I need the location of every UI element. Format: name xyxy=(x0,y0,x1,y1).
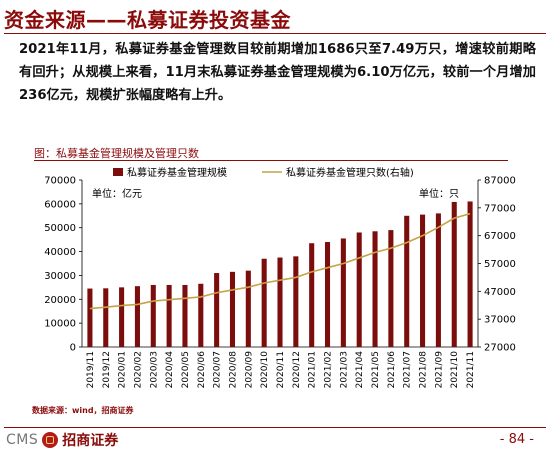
footer-divider xyxy=(4,427,546,428)
x-tick-label: 2021/08 xyxy=(419,351,429,389)
bar xyxy=(214,273,220,347)
bar xyxy=(182,284,188,347)
right-tick-label: 37000 xyxy=(484,315,516,326)
summary-paragraph: 2021年11月，私募证券基金管理数目较前期增加1686只至7.49万只，增速较… xyxy=(19,42,536,103)
count-line xyxy=(89,212,471,310)
x-tick-label: 2021/05 xyxy=(371,351,381,388)
bar xyxy=(324,242,331,347)
x-tick-label: 2019/11 xyxy=(86,351,96,388)
left-tick-label: 40000 xyxy=(44,247,76,258)
x-tick-label: 2020/09 xyxy=(244,351,254,389)
x-tick-label: 2020/11 xyxy=(276,351,286,388)
bar xyxy=(356,232,362,347)
right-tick-label: 77000 xyxy=(484,203,516,214)
left-tick-label: 60000 xyxy=(44,199,76,210)
right-axis-unit: 单位：只 xyxy=(419,187,459,200)
x-tick-label: 2020/12 xyxy=(292,351,302,388)
bar xyxy=(119,287,125,347)
bar xyxy=(166,284,172,347)
right-tick-label: 47000 xyxy=(484,287,516,298)
bar xyxy=(134,286,140,347)
left-tick-label: 30000 xyxy=(44,271,76,282)
left-tick-label: 50000 xyxy=(44,223,76,234)
x-tick-label: 2020/06 xyxy=(197,351,207,389)
legend-bar-label: 私募证券基金管理规模 xyxy=(127,166,227,179)
x-tick-label: 2020/01 xyxy=(118,351,128,388)
brand-logo: CMS 招商证券 xyxy=(6,430,118,450)
x-tick-label: 2020/03 xyxy=(149,351,159,388)
x-tick-label: 2021/02 xyxy=(324,351,334,388)
logo-mark-icon xyxy=(42,432,59,448)
chart-axes: 0 10000 20000 30000 40000 50000 60000 70000 2700… xyxy=(44,176,516,389)
chart-title: 图：私募基金管理规模及管理只数 xyxy=(34,147,199,160)
page-title: 资金来源——私募证券投资基金 xyxy=(4,8,291,32)
title-divider xyxy=(4,33,546,34)
x-tick-label: 2020/05 xyxy=(181,351,191,388)
bar xyxy=(229,271,236,347)
bar xyxy=(277,257,283,347)
right-tick-label: 27000 xyxy=(484,343,516,354)
left-tick-label: 70000 xyxy=(44,176,76,187)
x-tick-label: 2021/09 xyxy=(434,351,444,389)
x-tick-label: 2020/07 xyxy=(213,351,223,388)
bar xyxy=(404,215,410,347)
x-tick-label: 2020/02 xyxy=(133,351,143,388)
bar xyxy=(245,270,251,347)
x-tick-label: 2020/04 xyxy=(165,351,175,389)
x-tick-label: 2021/04 xyxy=(355,351,365,389)
right-tick-label: 57000 xyxy=(484,259,516,270)
right-tick-label: 87000 xyxy=(484,176,516,187)
bar xyxy=(87,288,93,347)
x-tick-label: 2021/10 xyxy=(450,351,460,389)
logo-cms-text: CMS xyxy=(6,432,39,448)
bar xyxy=(372,231,378,347)
bar xyxy=(388,230,394,347)
left-tick-label: 20000 xyxy=(44,295,76,306)
chart-legend: 私募证券基金管理规模 私募证券基金管理只数(右轴) xyxy=(113,166,414,179)
x-tick-label: 2021/07 xyxy=(403,351,413,388)
bar xyxy=(150,284,156,347)
bar-series xyxy=(87,201,473,347)
legend-line-label: 私募证券基金管理只数(右轴) xyxy=(286,166,414,179)
x-tick-label: 2019/12 xyxy=(102,351,112,388)
left-tick-label: 10000 xyxy=(44,319,76,330)
legend-bar-swatch xyxy=(113,168,123,176)
x-tick-label: 2020/10 xyxy=(260,351,270,389)
bar xyxy=(435,213,441,347)
bar xyxy=(451,201,457,347)
bar xyxy=(198,283,204,347)
x-tick-label: 2021/01 xyxy=(308,351,318,388)
x-tick-label: 2020/08 xyxy=(228,351,238,389)
page-number: - 84 - xyxy=(499,432,534,447)
bar xyxy=(420,214,426,347)
bar xyxy=(340,238,346,347)
left-axis-unit: 单位：亿元 xyxy=(92,187,142,200)
x-tick-label: 2021/06 xyxy=(387,351,397,389)
bar xyxy=(309,243,315,347)
bar xyxy=(467,201,473,347)
bar xyxy=(261,258,267,347)
bar xyxy=(293,256,299,347)
logo-company-name: 招商证券 xyxy=(62,433,119,449)
left-tick-label: 0 xyxy=(70,343,76,354)
right-tick-label: 67000 xyxy=(484,231,516,242)
line-series xyxy=(89,212,471,310)
x-tick-label: 2021/03 xyxy=(339,351,349,388)
chart-title-divider xyxy=(34,160,508,161)
source-note: 数据来源：wind，招商证券 xyxy=(32,406,134,415)
x-tick-label: 2021/11 xyxy=(466,351,476,388)
bar xyxy=(103,288,109,347)
